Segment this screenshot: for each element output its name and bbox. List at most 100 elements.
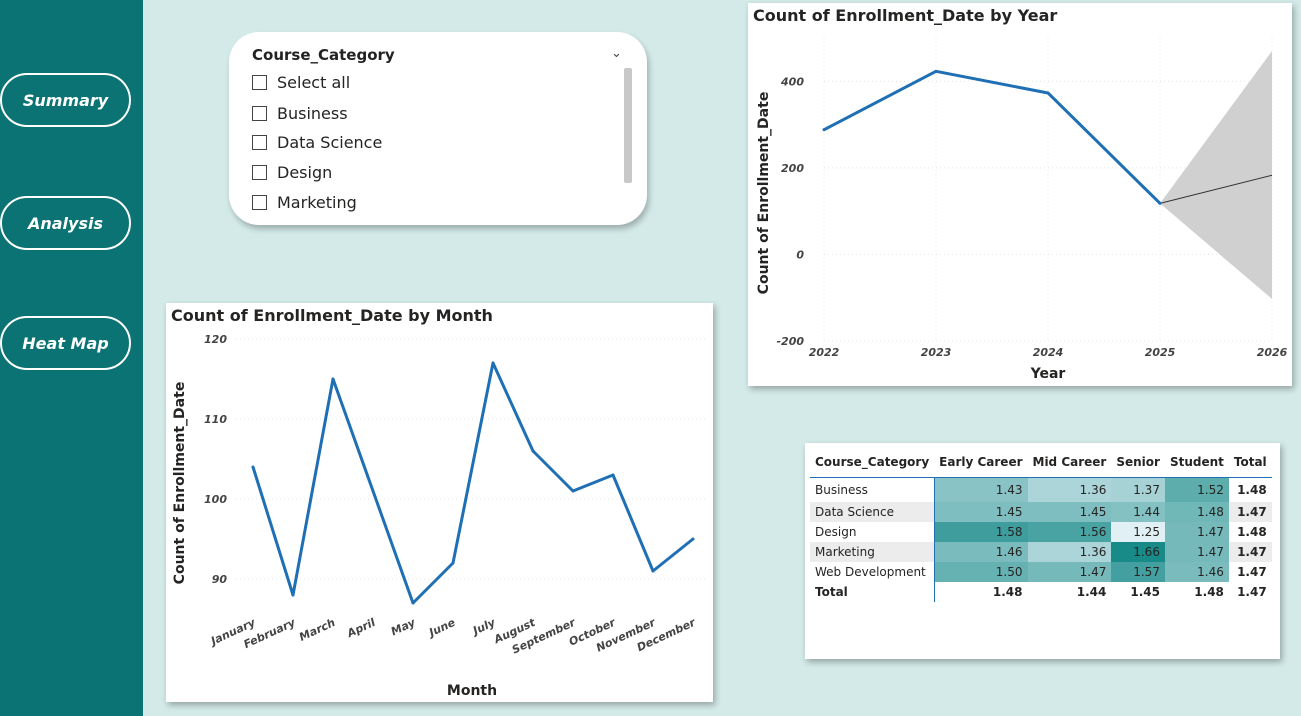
- forecast-line: [1159, 174, 1273, 204]
- matrix-cell: 1.47: [1164, 541, 1229, 562]
- matrix-header[interactable]: Total: [1228, 447, 1272, 478]
- data-point: [331, 377, 335, 381]
- slicer-title: Course_Category: [252, 46, 395, 64]
- row-label: Total: [810, 581, 935, 602]
- table-row: Design 1.58 1.56 1.25 1.47 1.48: [810, 521, 1272, 542]
- month-chart-card: Count of Enrollment_Date by Month 120 110…: [166, 303, 713, 702]
- column-total: 1.44: [1076, 584, 1107, 599]
- matrix-header[interactable]: Senior: [1111, 447, 1165, 478]
- matrix-cell: 1.36: [1027, 541, 1112, 562]
- data-point: [571, 489, 575, 493]
- checkbox[interactable]: [252, 134, 267, 150]
- x-tick-label: 2024: [1033, 346, 1064, 359]
- column-total: 1.48: [1194, 584, 1224, 599]
- matrix-cell: 1.66: [1111, 541, 1165, 562]
- x-tick-label: June: [425, 616, 457, 640]
- data-point: [611, 473, 615, 477]
- data-point: [531, 449, 535, 453]
- matrix-cell: 1.45: [1027, 501, 1112, 522]
- row-label: Data Science: [810, 501, 935, 522]
- matrix-cell: 1.57: [1111, 561, 1165, 582]
- y-tick-label: 0: [796, 248, 804, 261]
- matrix-cell: 1.45: [934, 501, 1028, 522]
- slicer-item-data-science[interactable]: Data Science: [252, 131, 382, 153]
- data-point: [934, 69, 938, 73]
- x-tick-label: April: [344, 616, 377, 641]
- data-point: [822, 128, 826, 132]
- matrix-header[interactable]: Student: [1164, 447, 1229, 478]
- x-tick-label: 2023: [921, 346, 952, 359]
- matrix-cell: 1.50: [934, 561, 1028, 582]
- matrix-cell: 1.37: [1111, 477, 1165, 502]
- checkbox[interactable]: [252, 105, 267, 121]
- matrix-cell: 1.48: [1164, 501, 1229, 522]
- checkbox[interactable]: [252, 74, 267, 90]
- slicer-item-design[interactable]: Design: [252, 161, 332, 183]
- slicer-item-label: Marketing: [277, 192, 357, 212]
- y-tick-label: 200: [781, 162, 804, 175]
- heatmap-nav-button[interactable]: Heat Map: [0, 316, 131, 370]
- table-row: Data Science 1.45 1.45 1.44 1.48 1.47: [810, 501, 1272, 522]
- slicer-item-label: Business: [277, 103, 348, 123]
- chevron-down-icon[interactable]: ⌄: [611, 46, 622, 61]
- matrix-cell: 1.58: [934, 521, 1028, 542]
- table-row: Marketing 1.46 1.36 1.66 1.47 1.47: [810, 541, 1272, 562]
- series-line: [823, 69, 1162, 205]
- checkbox[interactable]: [252, 164, 267, 180]
- analysis-nav-button[interactable]: Analysis: [0, 196, 131, 250]
- year-chart: 400 200 0 -200 2022 2023 2024 2025 2026 Year Count…: [756, 38, 1288, 382]
- matrix-header[interactable]: Early Career: [934, 447, 1028, 478]
- slicer-item-marketing[interactable]: Marketing: [252, 191, 357, 213]
- slicer-scrollbar[interactable]: [624, 68, 632, 183]
- y-tick-label: 400: [780, 75, 804, 88]
- heat-matrix: Course_Category Early Career Mid Career Sen…: [810, 447, 1272, 602]
- row-total: 1.48: [1237, 482, 1267, 497]
- checkbox[interactable]: [252, 194, 267, 210]
- slicer-item-label: Data Science: [277, 132, 383, 152]
- matrix-cell: 1.25: [1111, 521, 1165, 542]
- table-row: Web Development 1.50 1.47 1.57 1.46 1.47: [810, 561, 1272, 582]
- matrix-cell: 1.56: [1027, 521, 1112, 542]
- data-point: [1046, 91, 1050, 95]
- row-label: Web Development: [810, 561, 935, 582]
- row-label: Business: [810, 477, 935, 502]
- data-point: [251, 465, 255, 469]
- data-point: [651, 569, 655, 573]
- y-axis-title: Count of Enrollment_Date: [756, 92, 772, 295]
- y-tick-label: 90: [212, 573, 228, 586]
- sidebar: Summary Analysis Heat Map: [0, 0, 143, 716]
- y-tick-label: 120: [204, 333, 227, 346]
- matrix-cell: 1.46: [1164, 561, 1229, 582]
- matrix-header[interactable]: Mid Career: [1027, 447, 1112, 478]
- matrix-cell: 1.47: [1164, 521, 1229, 542]
- x-tick-label: March: [297, 616, 337, 644]
- y-tick-label: 100: [204, 493, 227, 506]
- x-axis-title: Year: [1030, 366, 1066, 382]
- slicer-item-business[interactable]: Business: [252, 102, 348, 124]
- series-line: [251, 361, 694, 605]
- matrix-header[interactable]: Course_Category: [810, 447, 935, 478]
- column-total: 1.47: [1237, 584, 1267, 599]
- slicer-item-label: Design: [277, 162, 333, 182]
- total-row: Total 1.48 1.44 1.45 1.48 1.47: [810, 581, 1272, 602]
- slicer-item-select-all[interactable]: Select all: [252, 71, 350, 93]
- row-total: 1.47: [1228, 541, 1272, 562]
- data-point: [291, 593, 295, 597]
- matrix-cell: 1.52: [1164, 477, 1229, 502]
- row-label: Marketing: [810, 541, 935, 562]
- y-tick-label: -200: [776, 335, 804, 348]
- x-tick-label: May: [389, 616, 418, 639]
- matrix-cell: 1.44: [1111, 501, 1165, 522]
- summary-nav-button[interactable]: Summary: [0, 73, 131, 127]
- y-tick-label: 110: [204, 413, 227, 426]
- matrix-cell: 1.43: [934, 477, 1028, 502]
- data-point: [451, 561, 455, 565]
- y-axis-title: Count of Enrollment_Date: [172, 382, 188, 585]
- slicer-item-label: Select all: [277, 72, 351, 92]
- data-point: [411, 601, 415, 605]
- row-label: Design: [810, 521, 935, 542]
- month-chart-title: Count of Enrollment_Date by Month: [171, 306, 493, 325]
- course-category-slicer: Course_Category ⌄ Select all Business Da…: [229, 32, 647, 225]
- data-point: [491, 361, 495, 365]
